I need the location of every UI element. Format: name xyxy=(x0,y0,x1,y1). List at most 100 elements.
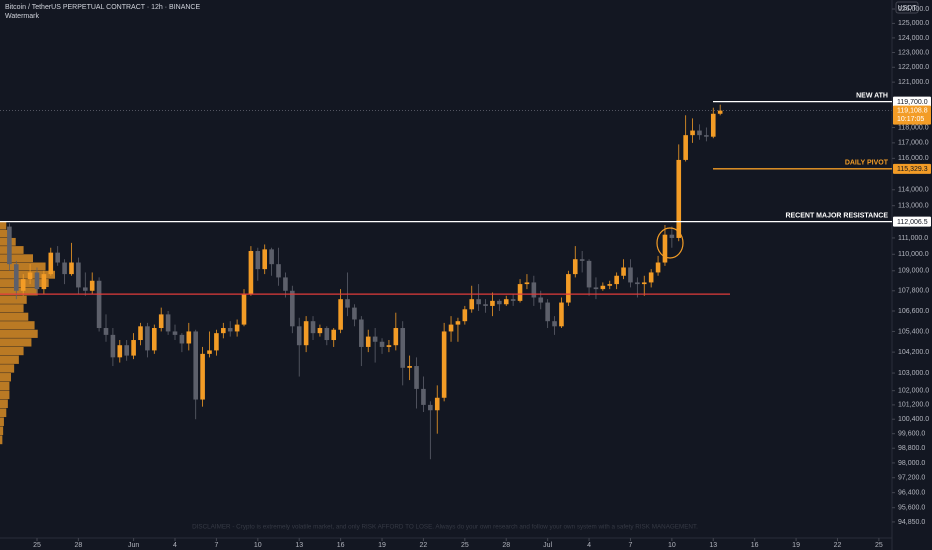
volume-profile-bar xyxy=(0,338,32,347)
candle-body xyxy=(331,329,337,341)
candle-body xyxy=(310,321,316,334)
candle-body xyxy=(317,328,323,334)
y-tick-label: 121,000.0 xyxy=(898,79,929,86)
candle-body xyxy=(400,328,406,368)
candle-body xyxy=(338,299,343,330)
y-tick-label: 122,000.0 xyxy=(898,64,929,71)
candle-body xyxy=(103,328,109,335)
candle-body xyxy=(55,252,60,263)
candle-body xyxy=(648,272,654,283)
candle-body xyxy=(607,284,613,286)
x-tick-label: 28 xyxy=(74,542,82,549)
x-tick-label: 28 xyxy=(502,542,510,549)
candle-body xyxy=(41,274,47,290)
y-tick-label: 95,600.0 xyxy=(898,505,925,512)
candle-body xyxy=(269,249,274,265)
x-tick-label: 19 xyxy=(378,542,386,549)
candle-body xyxy=(152,328,157,351)
volume-profile-bar xyxy=(0,381,10,391)
candle-body xyxy=(76,262,81,288)
candle-body xyxy=(345,299,350,308)
y-tick-label: 102,000.0 xyxy=(898,388,929,395)
y-tick-label: 96,400.0 xyxy=(898,489,925,496)
price-tag xyxy=(893,96,931,107)
candle-body xyxy=(131,340,136,356)
volume-profile-bar xyxy=(0,229,10,238)
x-tick-label: 13 xyxy=(709,542,717,549)
candle-body xyxy=(524,282,530,285)
y-tick-label: 100,400.0 xyxy=(898,416,929,423)
x-tick-label: 7 xyxy=(214,542,218,549)
volume-profile-bar xyxy=(0,221,7,230)
candle-body xyxy=(179,334,185,344)
volume-profile-bar xyxy=(0,287,38,296)
candle-body xyxy=(145,326,150,351)
candle-body xyxy=(641,282,647,285)
y-tick-label: 118,000.0 xyxy=(898,124,929,131)
candle-body xyxy=(600,285,606,290)
candle-body xyxy=(303,321,309,346)
candle-body xyxy=(241,294,247,325)
candle-body xyxy=(117,345,123,358)
y-tick-label: 98,000.0 xyxy=(898,460,925,467)
candle-body xyxy=(566,274,571,303)
volume-profile-bar xyxy=(0,417,4,427)
x-tick-label: 4 xyxy=(587,542,591,549)
candle-body xyxy=(455,321,461,325)
y-tick-label: 125,000.0 xyxy=(898,20,929,27)
candle-body xyxy=(497,300,502,305)
volume-profile-bar xyxy=(0,355,19,364)
price-tag-label: 119,700.0 xyxy=(897,99,928,106)
candle-body xyxy=(690,130,695,136)
volume-profile-bar xyxy=(0,435,3,445)
candle-body xyxy=(704,135,709,137)
candle-body xyxy=(441,331,447,398)
y-tick-label: 104,200.0 xyxy=(898,349,929,356)
candle-body xyxy=(283,277,288,291)
price-axis-panel xyxy=(892,0,932,550)
candle-body xyxy=(110,334,116,358)
candle-body xyxy=(531,282,537,298)
highlight-ellipse xyxy=(656,227,684,259)
candle-body xyxy=(193,331,199,400)
y-tick-label: 126,000.0 xyxy=(898,6,929,13)
volume-profile-bar xyxy=(0,329,38,338)
candle-body xyxy=(552,321,557,327)
candle-body xyxy=(7,226,12,265)
candle-body xyxy=(138,326,143,341)
candle-body xyxy=(186,331,192,344)
price-tag xyxy=(893,216,931,227)
y-tick-label: 101,200.0 xyxy=(898,402,929,409)
candle-body xyxy=(697,130,702,136)
volume-profile-bar xyxy=(0,408,7,418)
x-tick-label: 22 xyxy=(834,542,842,549)
candle-body xyxy=(365,336,371,347)
volume-profile-bar xyxy=(0,254,33,263)
candle-body xyxy=(559,302,564,327)
candle-body xyxy=(296,326,302,346)
y-tick-label: 123,000.0 xyxy=(898,49,929,56)
currency-label[interactable]: USDT xyxy=(897,5,917,12)
candle-body xyxy=(221,328,226,334)
candle-body xyxy=(34,272,40,290)
candle-body xyxy=(434,397,440,411)
x-tick-label: 13 xyxy=(295,542,303,549)
y-tick-label: 103,000.0 xyxy=(898,370,929,377)
candle-body xyxy=(27,272,33,280)
volume-profile-bar xyxy=(0,262,46,271)
y-tick-label: 109,000.0 xyxy=(898,268,929,275)
candle-body xyxy=(352,307,357,320)
x-tick-label: 19 xyxy=(792,542,800,549)
candle-body xyxy=(124,345,129,356)
candle-body xyxy=(158,314,164,329)
y-tick-label: 114,000.0 xyxy=(898,187,929,194)
candle-body xyxy=(207,350,212,354)
currency-box[interactable] xyxy=(895,1,919,14)
candle-body xyxy=(448,324,454,332)
candle-body xyxy=(662,234,668,263)
price-tag-label: 112,006.5 xyxy=(897,219,928,226)
candle-body xyxy=(200,353,205,400)
y-tick-label: 105,400.0 xyxy=(898,328,929,335)
volume-profile-bar xyxy=(0,373,11,382)
